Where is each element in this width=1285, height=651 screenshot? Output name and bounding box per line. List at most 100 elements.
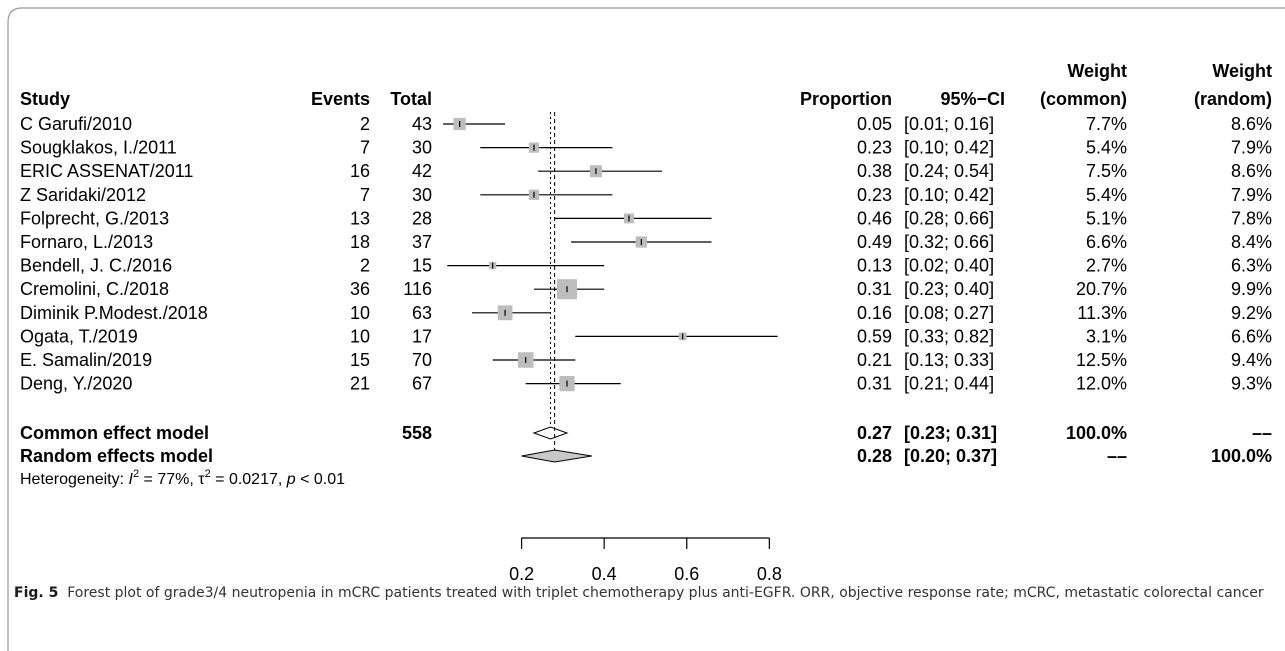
header-weight-common: (common) bbox=[1040, 89, 1127, 109]
weight-random: 8.6% bbox=[1231, 161, 1272, 181]
events: 7 bbox=[360, 185, 370, 205]
total: 30 bbox=[412, 138, 432, 158]
total: 116 bbox=[403, 279, 432, 299]
ci-label: [0.13; 0.33] bbox=[904, 350, 994, 370]
summary-weight-common: –– bbox=[1107, 446, 1127, 466]
weight-random: 6.6% bbox=[1231, 326, 1272, 346]
events: 36 bbox=[350, 279, 370, 299]
proportion: 0.23 bbox=[857, 138, 892, 158]
weight-random: 9.3% bbox=[1231, 374, 1272, 394]
study-name: Z Saridaki/2012 bbox=[20, 185, 146, 205]
weight-common: 2.7% bbox=[1086, 256, 1127, 276]
heterogeneity-part: Heterogeneity: bbox=[20, 471, 129, 488]
summary-weight-random: –– bbox=[1252, 423, 1272, 443]
events: 7 bbox=[360, 138, 370, 158]
header-weight-random: (random) bbox=[1194, 89, 1272, 109]
events: 18 bbox=[350, 232, 370, 252]
proportion: 0.31 bbox=[857, 374, 892, 394]
header-weight-common: Weight bbox=[1067, 61, 1127, 81]
heterogeneity-part: 2 bbox=[133, 468, 139, 480]
header-ci: 95%−CI bbox=[940, 89, 1005, 109]
caption: Fig. 5 Forest plot of grade3/4 neutropen… bbox=[14, 585, 1264, 601]
weight-random: 6.3% bbox=[1231, 256, 1272, 276]
events: 15 bbox=[350, 350, 370, 370]
weight-common: 5.1% bbox=[1086, 208, 1127, 228]
x-tick-label: 0.6 bbox=[674, 564, 699, 584]
weight-random: 7.9% bbox=[1231, 138, 1272, 158]
summary-diamond bbox=[532, 426, 569, 440]
total: 37 bbox=[412, 232, 432, 252]
study-name: Folprecht, G./2013 bbox=[20, 208, 169, 228]
events: 21 bbox=[350, 374, 370, 394]
caption-text: Forest plot of grade3/4 neutropenia in m… bbox=[67, 585, 1264, 601]
proportion: 0.23 bbox=[857, 185, 892, 205]
total: 28 bbox=[412, 208, 432, 228]
events: 13 bbox=[350, 208, 370, 228]
total: 15 bbox=[412, 256, 432, 276]
proportion: 0.38 bbox=[857, 161, 892, 181]
heterogeneity-part: I bbox=[129, 471, 134, 488]
summary-proportion: 0.28 bbox=[857, 446, 892, 466]
heterogeneity-part: = 0.0217, bbox=[211, 471, 287, 488]
ci-label: [0.32; 0.66] bbox=[904, 232, 994, 252]
summary-total: 558 bbox=[402, 423, 432, 443]
study-name: Bendell, J. C./2016 bbox=[20, 256, 172, 276]
proportion: 0.21 bbox=[857, 350, 892, 370]
events: 10 bbox=[350, 326, 370, 346]
weight-random: 7.9% bbox=[1231, 185, 1272, 205]
study-name: Cremolini, C./2018 bbox=[20, 279, 169, 299]
header-events: Events bbox=[311, 89, 370, 109]
weight-common: 7.7% bbox=[1086, 114, 1127, 134]
x-tick-label: 0.4 bbox=[592, 564, 617, 584]
ci-label: [0.08; 0.27] bbox=[904, 303, 994, 323]
header-study: Study bbox=[20, 89, 70, 109]
x-tick-label: 0.8 bbox=[757, 564, 782, 584]
ci-label: [0.33; 0.82] bbox=[904, 326, 994, 346]
figure-frame bbox=[7, 7, 1285, 651]
heterogeneity-part: 2 bbox=[205, 468, 211, 480]
study-name: Fornaro, L./2013 bbox=[20, 232, 153, 252]
weight-common: 20.7% bbox=[1076, 279, 1127, 299]
header-total: Total bbox=[390, 89, 432, 109]
weight-common: 12.0% bbox=[1076, 374, 1127, 394]
weight-common: 5.4% bbox=[1086, 185, 1127, 205]
ci-label: [0.10; 0.42] bbox=[904, 185, 994, 205]
proportion: 0.59 bbox=[857, 326, 892, 346]
weight-common: 12.5% bbox=[1076, 350, 1127, 370]
proportion: 0.05 bbox=[857, 114, 892, 134]
weight-random: 8.4% bbox=[1231, 232, 1272, 252]
weight-random: 9.4% bbox=[1231, 350, 1272, 370]
caption-spacer bbox=[58, 585, 67, 601]
proportion: 0.13 bbox=[857, 256, 892, 276]
summary-ci: [0.20; 0.37] bbox=[904, 446, 997, 466]
total: 42 bbox=[412, 161, 432, 181]
ci-label: [0.01; 0.16] bbox=[904, 114, 994, 134]
heterogeneity: Heterogeneity: I2 = 77%, τ2 = 0.0217, p … bbox=[20, 468, 345, 488]
x-tick-label: 0.2 bbox=[509, 564, 534, 584]
study-name: Diminik P.Modest./2018 bbox=[20, 303, 208, 323]
events: 2 bbox=[360, 114, 370, 134]
summary-diamond bbox=[521, 449, 592, 463]
weight-random: 7.8% bbox=[1231, 208, 1272, 228]
summary-weight-common: 100.0% bbox=[1066, 423, 1127, 443]
heterogeneity-part: p bbox=[286, 471, 296, 488]
summary-proportion: 0.27 bbox=[857, 423, 892, 443]
study-name: Ogata, T./2019 bbox=[20, 326, 138, 346]
events: 2 bbox=[360, 256, 370, 276]
study-name: C Garufi/2010 bbox=[20, 114, 132, 134]
study-name: E. Samalin/2019 bbox=[20, 350, 152, 370]
proportion: 0.16 bbox=[857, 303, 892, 323]
study-name: ERIC ASSENAT/2011 bbox=[20, 161, 193, 181]
summary-name: Common effect model bbox=[20, 423, 209, 443]
weight-common: 5.4% bbox=[1086, 138, 1127, 158]
heterogeneity-part: < 0.01 bbox=[296, 471, 345, 488]
total: 63 bbox=[412, 303, 432, 323]
total: 30 bbox=[412, 185, 432, 205]
events: 16 bbox=[350, 161, 370, 181]
total: 17 bbox=[412, 326, 432, 346]
ci-label: [0.10; 0.42] bbox=[904, 138, 994, 158]
weight-common: 7.5% bbox=[1086, 161, 1127, 181]
study-name: Deng, Y./2020 bbox=[20, 374, 132, 394]
total: 43 bbox=[412, 114, 432, 134]
